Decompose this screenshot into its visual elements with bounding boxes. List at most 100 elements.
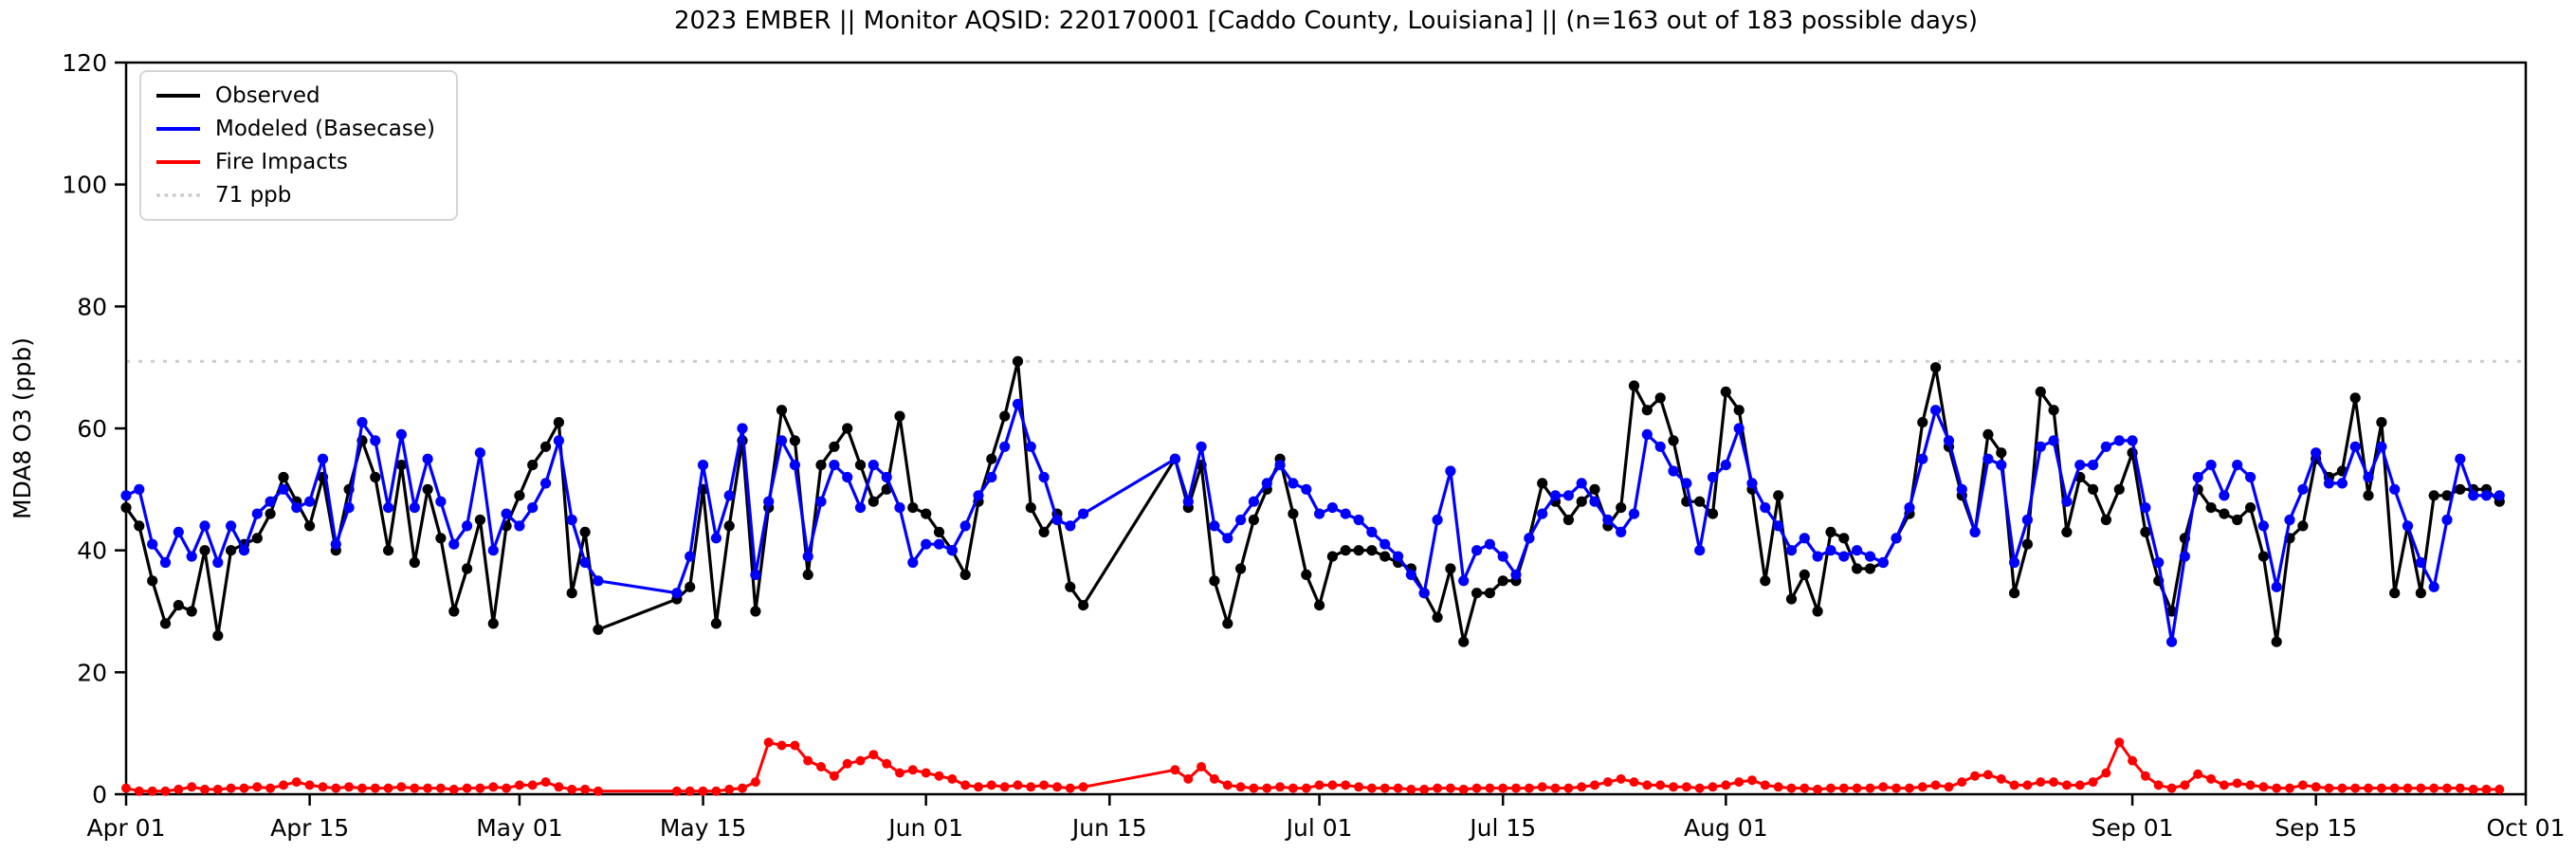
- data-point: [409, 502, 420, 514]
- data-point: [278, 483, 289, 495]
- data-point: [2415, 588, 2426, 599]
- data-point: [514, 780, 524, 790]
- data-point: [251, 533, 263, 544]
- x-tick-label: Jun 15: [1070, 814, 1147, 842]
- data-point: [1170, 765, 1180, 775]
- data-point: [1038, 526, 1050, 538]
- data-point: [579, 526, 591, 538]
- x-tick-label: Oct 01: [2487, 814, 2566, 842]
- data-point: [2166, 636, 2178, 647]
- data-point: [1589, 496, 1600, 507]
- data-point: [1288, 508, 1299, 519]
- data-point: [1209, 520, 1220, 532]
- data-point: [147, 786, 157, 796]
- y-tick-label: 100: [62, 172, 107, 199]
- data-point: [134, 786, 144, 796]
- data-point: [750, 569, 761, 581]
- data-point: [1248, 496, 1259, 507]
- data-point: [1065, 783, 1075, 793]
- data-point: [396, 782, 407, 792]
- data-point: [357, 783, 367, 793]
- data-point: [160, 786, 171, 796]
- data-point: [422, 483, 433, 495]
- data-point: [1301, 569, 1312, 581]
- data-point: [1366, 545, 1378, 556]
- data-point: [1562, 490, 1574, 501]
- data-point: [2245, 471, 2256, 483]
- data-point: [829, 460, 840, 471]
- data-point: [1366, 783, 1377, 793]
- data-point: [134, 520, 145, 532]
- data-point: [200, 784, 210, 794]
- data-point: [1747, 775, 1757, 786]
- data-point: [2494, 784, 2505, 794]
- x-tick-label: May 15: [660, 814, 746, 842]
- chart-title: 2023 EMBER || Monitor AQSID: 220170001 […: [674, 7, 1978, 35]
- data-point: [1498, 783, 1508, 793]
- data-point: [1825, 545, 1836, 556]
- data-point: [199, 520, 210, 532]
- data-point: [1314, 780, 1325, 790]
- data-point: [723, 490, 735, 501]
- data-point: [986, 453, 997, 464]
- data-point: [1197, 762, 1207, 771]
- data-point: [212, 784, 223, 794]
- data-point: [2219, 780, 2229, 790]
- data-point: [1012, 398, 1024, 409]
- data-point: [842, 758, 852, 769]
- data-point: [212, 556, 224, 569]
- data-point: [1235, 563, 1247, 574]
- data-point: [1511, 783, 1521, 793]
- data-point: [1563, 783, 1574, 793]
- data-point: [1799, 569, 1810, 581]
- data-point: [462, 563, 473, 574]
- legend-item-threshold: 71 ppb: [156, 183, 435, 208]
- data-point: [2206, 773, 2217, 784]
- data-point: [2441, 490, 2453, 501]
- data-point: [1301, 483, 1312, 495]
- data-point: [370, 435, 381, 446]
- data-point: [2232, 778, 2242, 789]
- data-point: [2140, 526, 2151, 538]
- data-point: [2442, 783, 2452, 793]
- data-point: [999, 410, 1011, 422]
- data-point: [815, 460, 827, 471]
- data-point: [1379, 783, 1390, 793]
- legend-label: Fire Impacts: [215, 150, 348, 174]
- legend-item-fire: Fire Impacts: [156, 150, 435, 174]
- data-point: [1249, 783, 1259, 793]
- x-tick-label: Jul 15: [1468, 814, 1536, 842]
- data-point: [1445, 465, 1456, 477]
- data-point: [2271, 581, 2282, 592]
- data-point: [1864, 563, 1876, 574]
- data-point: [593, 786, 603, 796]
- data-point: [868, 750, 879, 760]
- data-point: [1275, 782, 1286, 792]
- data-point: [2140, 502, 2151, 514]
- data-point: [750, 606, 761, 617]
- data-point: [763, 737, 774, 748]
- legend-label: Modeled (Basecase): [215, 117, 435, 141]
- data-point: [1669, 782, 1678, 792]
- data-point: [1707, 471, 1719, 483]
- data-point: [540, 441, 552, 452]
- data-point: [2166, 606, 2178, 617]
- data-point: [2311, 447, 2322, 459]
- data-point: [2219, 490, 2230, 501]
- data-point: [1432, 514, 1443, 526]
- data-point: [2349, 441, 2361, 452]
- data-point: [120, 502, 132, 514]
- y-axis-label: MDA8 O3 (ppb): [9, 337, 36, 519]
- data-point: [2363, 490, 2374, 501]
- data-point: [1262, 783, 1272, 793]
- data-point: [934, 771, 944, 781]
- legend-label: Observed: [215, 83, 320, 108]
- data-point: [317, 453, 329, 464]
- data-point: [410, 783, 420, 793]
- data-point: [1982, 453, 1994, 464]
- data-point: [1917, 417, 1928, 428]
- data-point: [1433, 783, 1443, 793]
- data-point: [1629, 777, 1639, 788]
- data-point: [1786, 783, 1797, 793]
- data-point: [212, 630, 224, 642]
